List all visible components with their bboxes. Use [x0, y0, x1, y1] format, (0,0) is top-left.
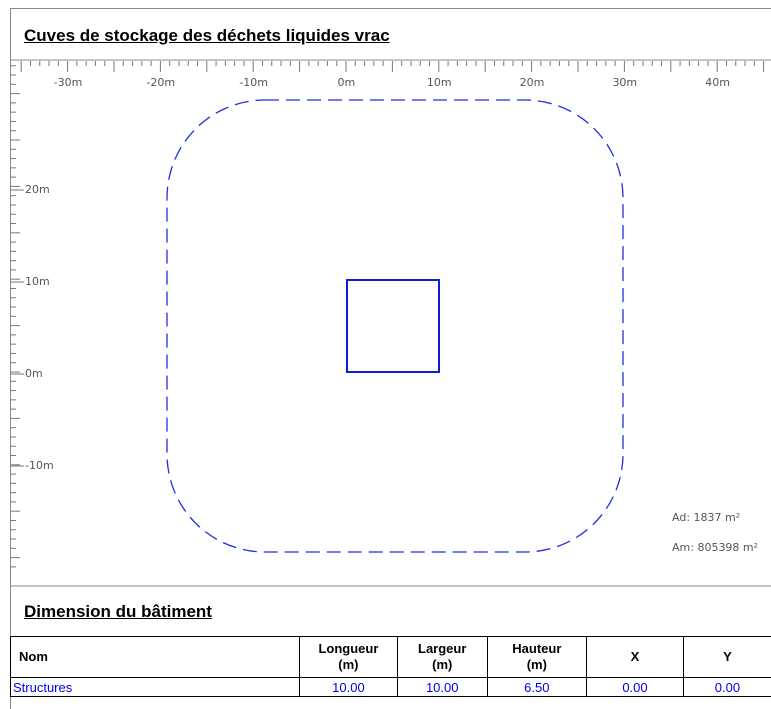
header-cell: Longueur(m)	[299, 637, 397, 678]
area-annotation: Am: 805398 m²	[672, 541, 758, 554]
header-cell: Hauteur(m)	[487, 637, 586, 678]
map: -30m -20m -10m 0m 10m 20m 30m 40m 20m 10m 0m -10m Ad…	[0, 0, 771, 640]
header-cell: Nom	[11, 637, 300, 678]
x-label: -20m	[146, 76, 175, 89]
table-cell: 0.00	[587, 678, 684, 697]
header-text: Largeur	[418, 641, 466, 656]
table-cell: 10.00	[299, 678, 397, 697]
buffer-zone	[167, 100, 623, 552]
x-label: 20m	[520, 76, 545, 89]
header-text: Nom	[19, 649, 48, 664]
header-text: (m)	[432, 657, 452, 672]
header-cell: X	[587, 637, 684, 678]
header-cell: Y	[683, 637, 771, 678]
x-label: 10m	[427, 76, 452, 89]
header-text: Longueur	[318, 641, 378, 656]
y-label: 10m	[25, 275, 50, 288]
table-cell: 6.50	[487, 678, 586, 697]
y-label: 0m	[25, 367, 43, 380]
x-label: 40m	[705, 76, 730, 89]
header-text: Hauteur	[512, 641, 561, 656]
page: Cuves de stockage des déchets liquides v…	[0, 0, 771, 693]
table-cell: Structures	[11, 678, 300, 697]
x-label: 30m	[612, 76, 637, 89]
header-text: (m)	[527, 657, 547, 672]
ruler	[11, 61, 764, 567]
table-cell: 0.00	[683, 678, 771, 697]
table-cell: 10.00	[397, 678, 487, 697]
x-label: 0m	[338, 76, 356, 89]
header-cell: Largeur(m)	[397, 637, 487, 678]
x-label: -30m	[54, 76, 83, 89]
building	[347, 280, 439, 372]
header-text: (m)	[338, 657, 358, 672]
header-text: X	[631, 649, 640, 664]
header-text: Y	[723, 649, 732, 664]
x-label: -10m	[239, 76, 268, 89]
y-label: 20m	[25, 183, 50, 196]
section-title: Dimension du bâtiment	[24, 602, 212, 622]
y-label: -10m	[25, 459, 54, 472]
area-annotation: Ad: 1837 m²	[672, 511, 740, 524]
